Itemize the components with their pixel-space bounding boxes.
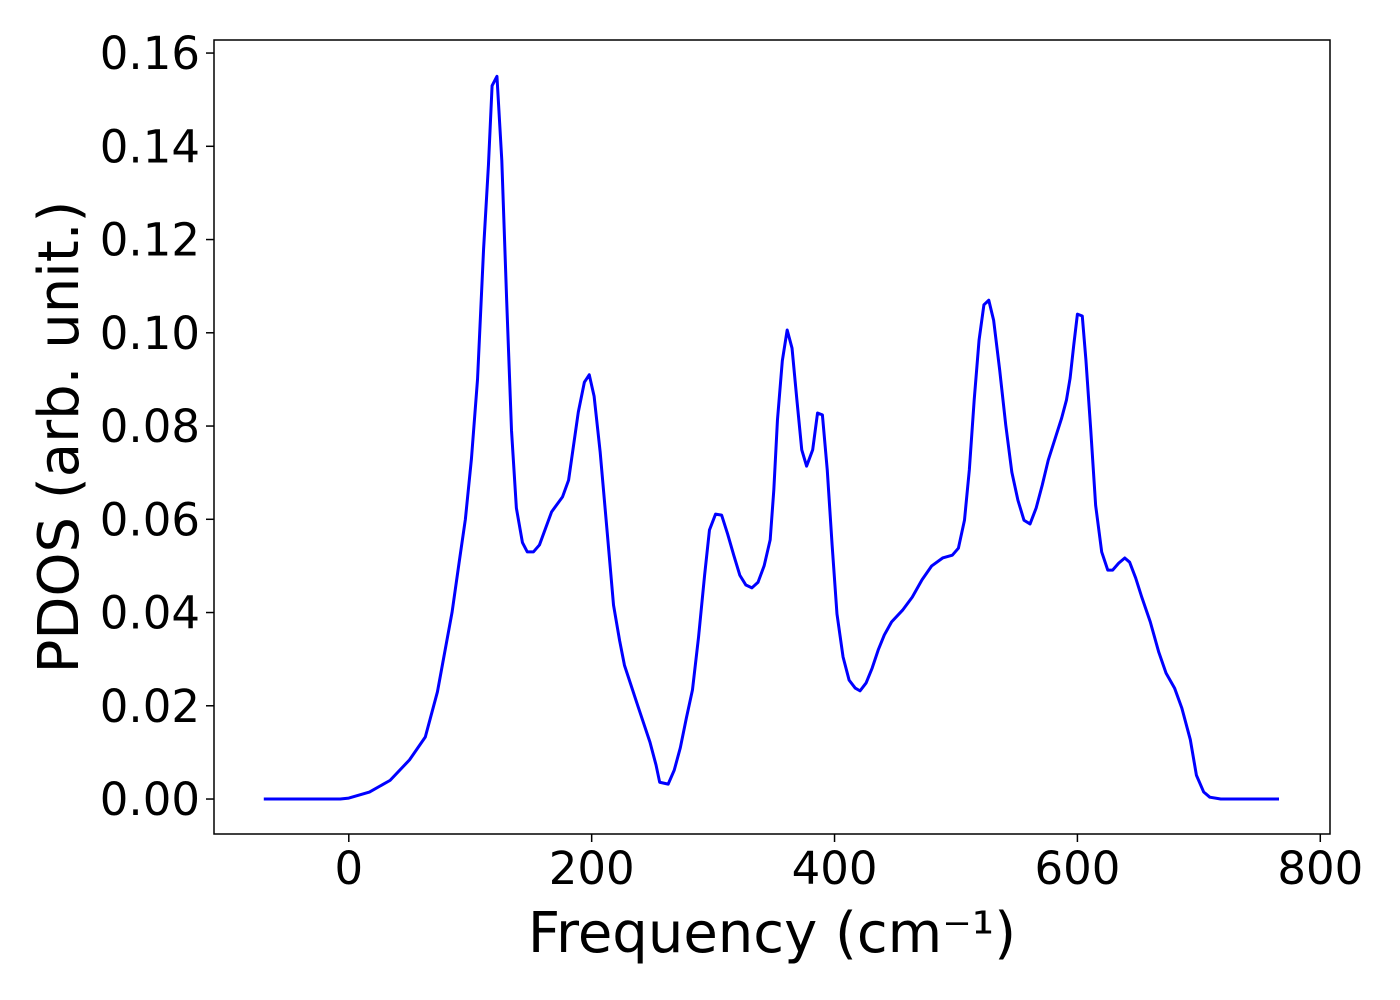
x-tick-label: 400 — [792, 842, 878, 895]
y-tick-label: 0.16 — [100, 27, 200, 80]
y-tick-label: 0.02 — [100, 680, 200, 733]
data-line — [263, 74, 1279, 801]
y-tick-label: 0.06 — [100, 493, 200, 546]
y-tick-label: 0.04 — [100, 587, 200, 640]
y-tick-label: 0.10 — [100, 307, 200, 360]
y-tick-label: 0.14 — [100, 120, 200, 173]
x-tick-label: 800 — [1277, 842, 1363, 895]
plot-frame — [213, 39, 1331, 835]
y-tick-label: 0.00 — [100, 773, 200, 826]
y-tick-label: 0.12 — [100, 214, 200, 267]
y-axis-label: PDOS (arb. unit.) — [27, 201, 92, 674]
x-axis-label: Frequency (cm⁻¹) — [528, 901, 1016, 966]
y-tick-label: 0.08 — [100, 400, 200, 453]
x-tick-label: 600 — [1034, 842, 1120, 895]
x-tick-label: 0 — [334, 842, 363, 895]
x-tick-label: 200 — [549, 842, 635, 895]
